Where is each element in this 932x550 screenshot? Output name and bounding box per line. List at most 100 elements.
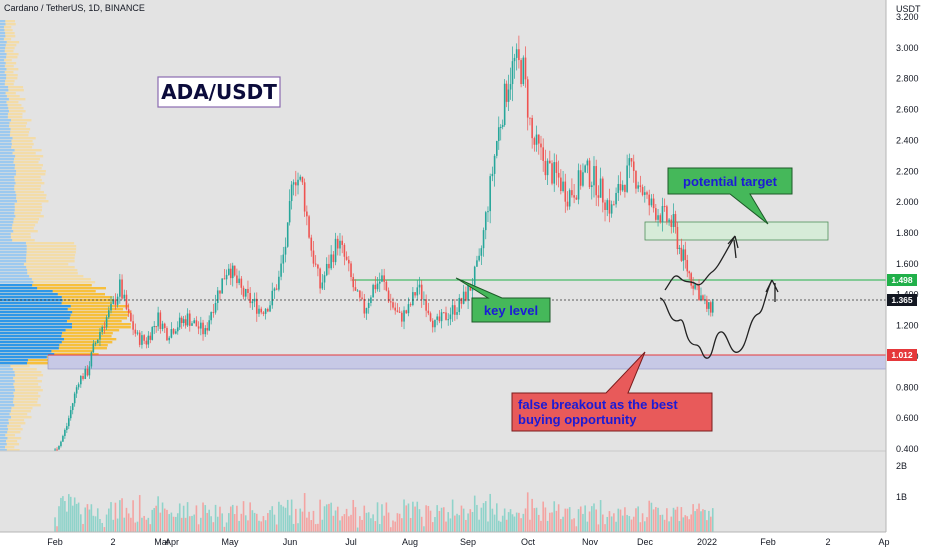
candle-body <box>67 418 70 427</box>
candle-body <box>125 294 128 310</box>
volume-profile-bar-inner <box>0 290 53 293</box>
volume-bar <box>449 518 452 532</box>
y-tick-label: 1.200 <box>896 321 919 331</box>
volume-profile-bar-inner <box>0 257 27 260</box>
candle-body <box>180 317 183 324</box>
candle-body <box>123 294 126 299</box>
volume-profile-bar-inner <box>0 110 9 113</box>
volume-bar <box>92 515 95 532</box>
volume-profile-bar-inner <box>0 125 10 128</box>
volume-profile-bar <box>0 131 30 134</box>
volume-bar <box>86 504 89 532</box>
candle-body <box>666 206 668 222</box>
candle-body <box>661 206 664 223</box>
candle-body <box>114 299 117 305</box>
volume-profile-bar <box>0 410 31 413</box>
volume-profile-bar-inner <box>0 206 15 209</box>
candle-body <box>153 326 156 328</box>
volume-profile-bar <box>0 254 76 257</box>
candle-body <box>557 172 560 178</box>
volume-bar <box>549 512 551 532</box>
volume-bar <box>615 521 617 532</box>
volume-bar <box>646 517 648 532</box>
volume-profile-bar-inner <box>0 134 10 137</box>
volume-bar <box>258 520 260 532</box>
volume-bar <box>385 502 388 532</box>
volume-profile-bar-inner <box>0 98 9 101</box>
candle-body <box>546 160 549 176</box>
candle-body <box>323 275 326 283</box>
volume-bar <box>491 508 494 532</box>
volume-profile-bar <box>0 239 35 242</box>
volume-profile-bar-inner <box>0 62 6 65</box>
volume-profile-bar-inner <box>0 269 28 272</box>
volume-profile-bar-inner <box>0 152 13 155</box>
volume-bar <box>599 500 602 532</box>
candle-body <box>531 117 533 139</box>
volume-bar <box>526 492 529 532</box>
volume-bar <box>99 518 101 532</box>
candle-body <box>161 323 164 329</box>
candle-body <box>372 284 374 298</box>
volume-profile-bar <box>0 194 47 197</box>
volume-bar <box>593 503 595 532</box>
volume-bar <box>465 519 467 532</box>
candle-body <box>412 292 414 306</box>
candle-body <box>650 198 653 206</box>
volume-profile-bar <box>0 158 40 161</box>
candle-body <box>520 60 522 85</box>
volume-bar <box>387 512 390 532</box>
candle-body <box>258 308 260 314</box>
volume-bar <box>212 522 215 532</box>
candle-body <box>465 291 467 301</box>
volume-profile-bar <box>0 257 75 260</box>
volume-profile-bar-inner <box>0 176 15 179</box>
y-tick-label: 3.200 <box>896 12 919 22</box>
volume-bar <box>383 515 385 532</box>
price-axis[interactable]: 0.4000.6000.8001.0001.2001.4001.6001.800… <box>896 12 919 454</box>
volume-profile-bar <box>0 281 96 284</box>
volume-bar <box>208 509 210 532</box>
candle-body <box>105 317 108 328</box>
volume-profile-bar <box>0 32 15 35</box>
candle-body <box>396 310 399 312</box>
volume-profile-bar-inner <box>0 242 26 245</box>
y-tick-label: 2.400 <box>896 135 919 145</box>
candle-body <box>96 339 99 344</box>
volume-bar <box>520 518 522 532</box>
volume-profile-bar-inner <box>0 401 14 404</box>
candle-body <box>244 288 247 297</box>
x-tick-label: Mar <box>154 537 170 547</box>
volume-bar <box>236 505 238 532</box>
volume-profile-bar-inner <box>0 359 28 362</box>
candle-body <box>359 290 361 298</box>
candle-body <box>473 266 476 286</box>
candle-body <box>533 138 536 145</box>
volume-profile-bar <box>0 425 21 428</box>
volume-profile-bar-inner <box>0 440 7 443</box>
volume-profile-bar-inner <box>0 341 62 344</box>
volume-bar <box>409 517 412 532</box>
candle-body <box>582 172 584 186</box>
volume-profile-bar-inner <box>0 77 7 80</box>
candle-body <box>599 178 602 198</box>
volume-bar <box>219 506 221 532</box>
candle-body <box>593 166 595 186</box>
volume-bar <box>301 511 304 532</box>
candle-body <box>210 312 212 321</box>
volume-bar <box>542 501 544 532</box>
volume-profile-bar-inner <box>0 227 12 230</box>
volume-bar <box>58 506 60 532</box>
candle-body <box>251 301 254 304</box>
candle-body <box>240 278 243 288</box>
candle-body <box>652 198 655 209</box>
candle-body <box>624 184 626 192</box>
volume-bar <box>635 508 637 532</box>
volume-profile-bar <box>0 260 75 263</box>
candle-body <box>99 331 101 340</box>
volume-bar <box>275 524 278 532</box>
volume-bar <box>467 513 469 532</box>
candle-body <box>549 160 551 164</box>
